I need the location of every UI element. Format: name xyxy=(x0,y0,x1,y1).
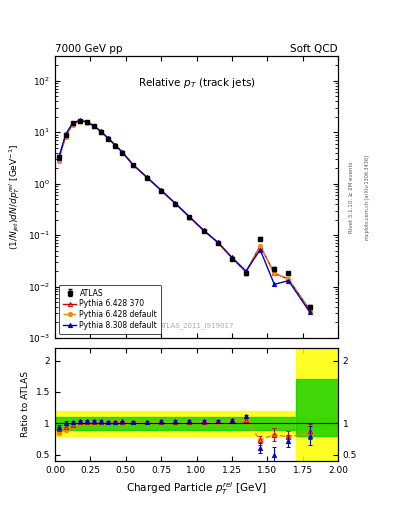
Pythia 8.308 default xyxy=(187,214,192,220)
Pythia 6.428 370 xyxy=(258,243,263,249)
Pythia 6.428 370 xyxy=(215,239,220,245)
Pythia 8.308 default xyxy=(145,174,149,180)
Text: mcplots.cern.ch [arXiv:1306.3436]: mcplots.cern.ch [arXiv:1306.3436] xyxy=(365,155,370,240)
Pythia 8.308 default xyxy=(106,135,110,141)
Pythia 6.428 default xyxy=(201,227,206,233)
Pythia 6.428 default xyxy=(286,276,291,282)
Pythia 8.308 default xyxy=(113,142,118,148)
Y-axis label: $(1/N_{jet})dN/dp_T^{rel}$ [GeV$^{-1}$]: $(1/N_{jet})dN/dp_T^{rel}$ [GeV$^{-1}$] xyxy=(8,144,22,250)
Pythia 6.428 370 xyxy=(56,156,61,162)
Pythia 6.428 default xyxy=(56,158,61,164)
Text: Soft QCD: Soft QCD xyxy=(290,44,338,54)
Pythia 6.428 default xyxy=(258,243,263,249)
Pythia 8.308 default xyxy=(286,278,291,284)
Pythia 8.308 default xyxy=(63,131,68,137)
Text: Rivet 3.1.10, ≥ 2M events: Rivet 3.1.10, ≥ 2M events xyxy=(349,161,354,233)
Pythia 6.428 370 xyxy=(84,119,89,125)
Pythia 6.428 370 xyxy=(173,201,178,207)
Pythia 6.428 default xyxy=(230,255,234,261)
Pythia 6.428 370 xyxy=(201,227,206,233)
Pythia 8.308 default xyxy=(307,309,312,315)
Bar xyxy=(55,411,338,436)
Pythia 6.428 default xyxy=(244,269,248,275)
Pythia 8.308 default xyxy=(201,227,206,233)
Pythia 6.428 default xyxy=(159,187,163,194)
Pythia 8.308 default xyxy=(70,120,75,126)
X-axis label: Charged Particle $p_T^{rel}$ [GeV]: Charged Particle $p_T^{rel}$ [GeV] xyxy=(126,480,267,497)
Pythia 8.308 default xyxy=(215,239,220,245)
Pythia 8.308 default xyxy=(230,254,234,261)
Pythia 6.428 370 xyxy=(106,135,110,141)
Pythia 6.428 370 xyxy=(307,307,312,313)
Pythia 8.308 default xyxy=(244,268,248,274)
Pythia 6.428 default xyxy=(77,118,82,124)
Pythia 8.308 default xyxy=(99,129,103,135)
Pythia 8.308 default xyxy=(272,281,277,287)
Pythia 6.428 default xyxy=(99,129,103,135)
Bar xyxy=(55,417,338,430)
Pythia 6.428 default xyxy=(106,135,110,141)
Pythia 6.428 370 xyxy=(120,149,125,155)
Pythia 6.428 370 xyxy=(272,270,277,276)
Text: Relative $p_T$ (track jets): Relative $p_T$ (track jets) xyxy=(138,76,255,90)
Pythia 6.428 default xyxy=(145,175,149,181)
Pythia 6.428 default xyxy=(120,149,125,155)
Pythia 6.428 default xyxy=(70,122,75,128)
Pythia 6.428 370 xyxy=(99,129,103,135)
Pythia 8.308 default xyxy=(120,149,125,155)
Pythia 6.428 default xyxy=(84,119,89,125)
Pythia 6.428 370 xyxy=(70,121,75,127)
Line: Pythia 6.428 370: Pythia 6.428 370 xyxy=(57,119,312,312)
Pythia 8.308 default xyxy=(159,187,163,194)
Pythia 6.428 370 xyxy=(187,214,192,220)
Pythia 8.308 default xyxy=(258,247,263,253)
Pythia 6.428 default xyxy=(215,240,220,246)
Text: ATLAS_2011_I919017: ATLAS_2011_I919017 xyxy=(159,323,234,330)
Pythia 8.308 default xyxy=(84,119,89,125)
Pythia 6.428 370 xyxy=(92,123,96,129)
Legend: ATLAS, Pythia 6.428 370, Pythia 6.428 default, Pythia 8.308 default: ATLAS, Pythia 6.428 370, Pythia 6.428 de… xyxy=(59,285,161,334)
Pythia 6.428 default xyxy=(307,308,312,314)
Y-axis label: Ratio to ATLAS: Ratio to ATLAS xyxy=(21,372,30,437)
Pythia 6.428 370 xyxy=(130,161,135,167)
Pythia 8.308 default xyxy=(92,123,96,129)
Pythia 6.428 default xyxy=(130,162,135,168)
Pythia 8.308 default xyxy=(173,200,178,206)
Pythia 6.428 default xyxy=(113,142,118,148)
Pythia 6.428 default xyxy=(63,134,68,140)
Line: Pythia 8.308 default: Pythia 8.308 default xyxy=(57,118,312,314)
Pythia 6.428 default xyxy=(187,214,192,220)
Pythia 6.428 370 xyxy=(286,276,291,282)
Pythia 6.428 370 xyxy=(230,255,234,261)
Pythia 6.428 370 xyxy=(159,187,163,194)
Pythia 6.428 default xyxy=(92,123,96,130)
Pythia 8.308 default xyxy=(77,117,82,123)
Text: 7000 GeV pp: 7000 GeV pp xyxy=(55,44,123,54)
Pythia 6.428 370 xyxy=(63,133,68,139)
Pythia 6.428 370 xyxy=(244,269,248,275)
Pythia 8.308 default xyxy=(56,155,61,161)
Pythia 6.428 370 xyxy=(113,142,118,148)
Pythia 8.308 default xyxy=(130,161,135,167)
Pythia 6.428 370 xyxy=(77,118,82,124)
Line: Pythia 6.428 default: Pythia 6.428 default xyxy=(57,119,312,313)
Pythia 6.428 default xyxy=(272,270,277,276)
Pythia 6.428 default xyxy=(173,201,178,207)
Pythia 6.428 370 xyxy=(145,175,149,181)
